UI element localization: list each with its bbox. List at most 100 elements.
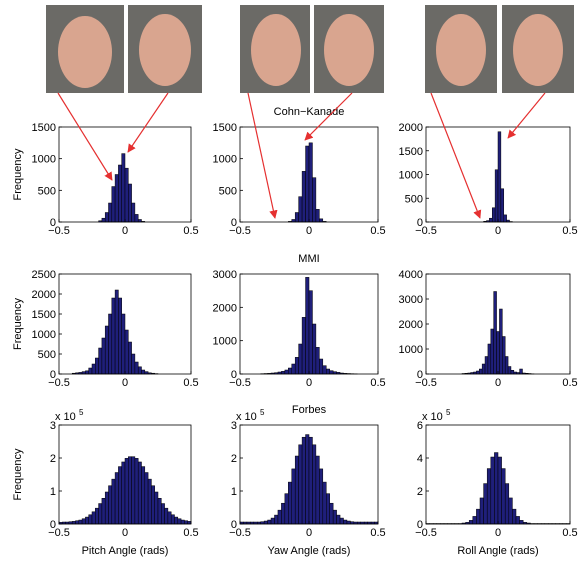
photo-face: [324, 14, 374, 86]
y-tick-label: 2: [231, 453, 237, 465]
bar: [315, 455, 320, 525]
bar: [491, 207, 496, 223]
bar: [124, 458, 129, 525]
bar: [519, 368, 523, 375]
x-tick-label: −0.5: [415, 225, 437, 237]
bar: [101, 498, 106, 525]
bar: [504, 483, 510, 525]
bar: [315, 209, 320, 223]
y-multiplier: x 10: [55, 411, 76, 423]
bar: [134, 361, 139, 375]
bar: [177, 518, 182, 525]
bar: [468, 520, 474, 525]
bar: [121, 461, 126, 525]
chart-title: MMI: [298, 253, 319, 265]
bar: [144, 472, 149, 525]
bar: [114, 472, 119, 525]
bar: [479, 368, 483, 375]
x-tick-label: −0.5: [229, 527, 251, 539]
x-tick-label: 0.5: [562, 225, 577, 237]
bar: [78, 519, 83, 525]
y-tick-label: 2000: [399, 122, 423, 134]
bar: [118, 164, 122, 223]
bar: [500, 188, 505, 223]
bar: [91, 363, 96, 375]
bar: [114, 174, 119, 223]
bar: [298, 444, 303, 525]
bar: [329, 502, 334, 525]
bar: [490, 328, 494, 375]
bar: [131, 202, 136, 223]
x-tick-label: −0.5: [415, 527, 437, 539]
bar: [267, 519, 272, 525]
chart-title: Cohn−Kanade: [274, 106, 345, 118]
bar: [481, 363, 486, 375]
bar: [291, 363, 296, 375]
x-axis-label: Roll Angle (rads): [457, 545, 538, 557]
arrow: [127, 92, 169, 153]
arrow: [304, 92, 353, 141]
bar: [137, 461, 142, 525]
bar: [88, 514, 93, 525]
bar: [312, 444, 317, 525]
y-tick-label: 1000: [32, 329, 56, 341]
y-tick-label: 1500: [32, 122, 56, 134]
x-tick-label: 0: [495, 225, 501, 237]
x-tick-label: −0.5: [229, 225, 251, 237]
y-multiplier: x 10: [422, 411, 443, 423]
x-tick-label: 0: [122, 527, 128, 539]
bar: [101, 217, 106, 223]
bar: [294, 455, 299, 525]
bar: [472, 516, 477, 525]
bar: [284, 369, 289, 375]
y-tick-label: 1000: [32, 154, 56, 166]
bar: [124, 167, 129, 223]
x-tick-label: 0: [122, 225, 128, 237]
x-tick-label: 0: [306, 527, 312, 539]
bar: [476, 508, 481, 525]
bar: [288, 481, 292, 525]
photo-face: [436, 14, 486, 86]
bar: [484, 356, 489, 375]
y-tick-label: 500: [405, 193, 423, 205]
y-multiplier-exponent: 5: [260, 408, 265, 417]
bar: [161, 503, 165, 525]
y-tick-label: 0: [417, 519, 423, 531]
y-tick-label: 1500: [213, 122, 237, 134]
x-tick-label: −0.5: [48, 377, 70, 389]
y-tick-label: 500: [219, 185, 237, 197]
x-tick-label: 0: [306, 225, 312, 237]
x-tick-label: −0.5: [229, 377, 251, 389]
x-tick-label: 0: [495, 377, 501, 389]
bar: [85, 370, 89, 375]
bar: [502, 336, 506, 375]
bar: [111, 297, 116, 375]
y-tick-label: 1: [50, 486, 56, 498]
y-tick-label: 1500: [32, 309, 56, 321]
bar: [174, 516, 179, 525]
bar: [336, 514, 341, 525]
bar: [319, 468, 324, 525]
bar: [75, 520, 80, 525]
y-tick-label: 500: [38, 349, 56, 361]
y-tick-label: 500: [38, 185, 56, 197]
bar: [298, 343, 303, 375]
x-tick-label: 0.5: [183, 527, 198, 539]
bar: [494, 169, 499, 223]
y-tick-label: 6: [417, 420, 423, 432]
y-tick-label: 2000: [32, 289, 56, 301]
bar: [489, 217, 493, 223]
bar: [128, 456, 132, 525]
y-tick-label: 1000: [213, 154, 237, 166]
bar: [326, 493, 330, 525]
x-tick-label: 0.5: [370, 527, 385, 539]
y-tick-label: 4: [417, 453, 423, 465]
bar: [137, 366, 142, 375]
bar: [104, 325, 109, 375]
bar: [315, 347, 320, 375]
bar: [298, 196, 303, 223]
x-tick-label: 0: [122, 377, 128, 389]
